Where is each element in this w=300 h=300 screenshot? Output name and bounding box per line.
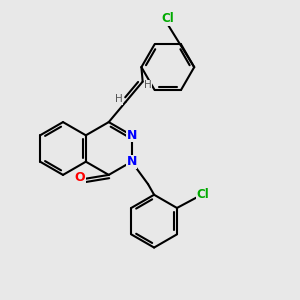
Text: O: O: [74, 171, 85, 184]
Text: H: H: [115, 94, 123, 104]
Text: Cl: Cl: [196, 188, 209, 201]
Text: N: N: [126, 129, 137, 142]
Text: N: N: [126, 155, 137, 168]
Text: Cl: Cl: [161, 12, 174, 25]
Text: H: H: [144, 80, 152, 90]
